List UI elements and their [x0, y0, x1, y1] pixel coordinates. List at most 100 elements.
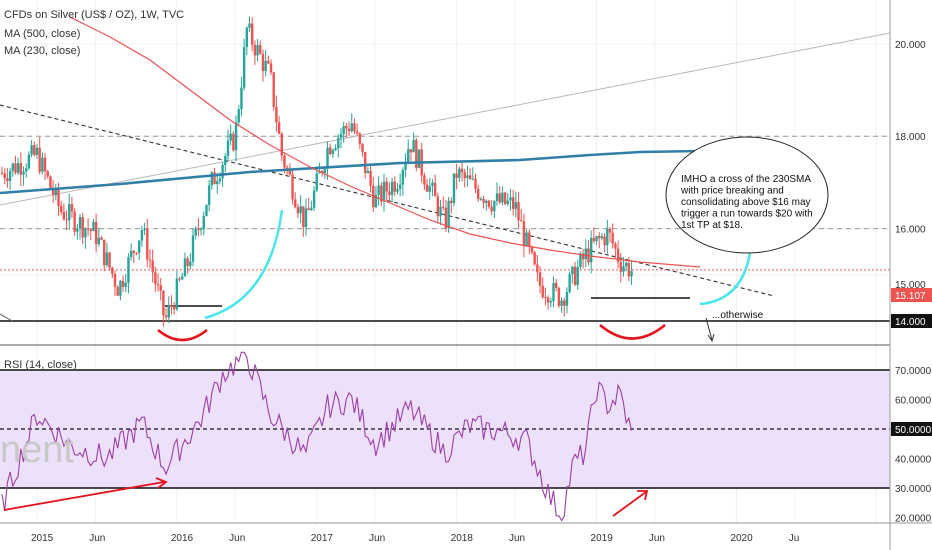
- candle-body: [275, 106, 278, 123]
- candle-body: [350, 123, 353, 132]
- time-tick-label: 2020: [730, 533, 753, 544]
- ma230-legend: MA (230, close): [4, 45, 80, 57]
- candle-body: [116, 286, 119, 296]
- candle-body: [267, 60, 270, 64]
- candle-body: [16, 163, 20, 173]
- rsi-arrow-left: [3, 481, 165, 511]
- candle-body: [0, 173, 4, 175]
- candle-body: [630, 270, 633, 277]
- candle-body: [154, 272, 157, 285]
- candle-body: [326, 147, 329, 169]
- candle-body: [57, 187, 60, 206]
- candle-body: [554, 282, 558, 289]
- candle-body: [256, 45, 259, 56]
- candle-body: [544, 296, 547, 298]
- candle-body: [442, 206, 445, 208]
- candle-body: [84, 228, 87, 238]
- candle-body: [366, 170, 370, 174]
- candle-body: [520, 220, 523, 222]
- candle-body: [423, 175, 426, 185]
- candle-body: [94, 221, 98, 245]
- candle-body: [291, 174, 294, 200]
- candle-body: [38, 147, 41, 172]
- candle-body: [382, 181, 386, 202]
- candle-body: [412, 139, 415, 153]
- candle-body: [280, 133, 283, 156]
- candle-body: [250, 23, 254, 45]
- rsi-tick-label: 40.0000: [895, 455, 932, 466]
- candle-body: [261, 53, 265, 72]
- candle-body: [611, 232, 614, 244]
- candle-body: [70, 204, 74, 212]
- candle-body: [433, 182, 437, 197]
- candle-body: [334, 148, 337, 151]
- current-price-tag: [891, 288, 932, 302]
- candle-body: [135, 252, 138, 254]
- candle-body: [320, 171, 324, 174]
- candle-body: [485, 200, 488, 203]
- candle-body: [22, 171, 25, 175]
- candle-body: [476, 188, 480, 200]
- time-tick-label: Jun: [509, 533, 525, 544]
- candle-body: [533, 252, 536, 265]
- candle-body: [603, 236, 606, 246]
- candle-body: [361, 143, 364, 153]
- rsi-arrowhead-left: [155, 477, 168, 489]
- candle-body: [490, 206, 493, 212]
- time-tick-label: 2019: [591, 533, 614, 544]
- candle-body: [237, 109, 240, 123]
- rsi-value-tag: [891, 422, 932, 436]
- candle-body: [127, 257, 130, 283]
- candle-body: [146, 228, 149, 260]
- candle-body: [25, 168, 28, 172]
- candle-body: [11, 163, 14, 172]
- rsi-ticks: 20.0000 30.0000 40.0000 60.0000 70.0000: [895, 366, 932, 525]
- candle-body: [307, 208, 310, 211]
- candle-body: [342, 125, 345, 135]
- candle-body: [573, 266, 577, 285]
- candle-body: [482, 198, 485, 203]
- candle-body: [129, 250, 133, 258]
- candle-body: [113, 274, 117, 287]
- candle-body: [479, 198, 483, 200]
- candle-body: [345, 125, 348, 129]
- candle-body: [19, 163, 23, 175]
- candle-body: [226, 140, 230, 156]
- candle-body: [528, 232, 531, 247]
- price-tick-label: 15.000: [895, 280, 926, 291]
- candle-body: [124, 282, 127, 288]
- cyan-arc-left: [204, 209, 284, 320]
- candle-body: [248, 23, 251, 28]
- candle-body: [178, 278, 181, 280]
- candle-body: [264, 60, 267, 72]
- candle-body: [498, 193, 501, 203]
- candle-body: [304, 208, 308, 228]
- red-arc-right: [599, 323, 666, 340]
- time-tick-label: Jun: [89, 533, 105, 544]
- candle-body: [86, 228, 90, 230]
- candle-body: [232, 133, 235, 151]
- candle-body: [377, 185, 380, 195]
- candle-body: [471, 178, 474, 180]
- rsi-value-label: 50.0000: [895, 425, 932, 436]
- price-ticks: 14.00015.00016.00018.00020.00022.00024.0…: [891, 40, 932, 328]
- candle-body: [186, 258, 189, 267]
- candle-body: [3, 173, 6, 179]
- candle-body: [81, 217, 84, 238]
- candle-body: [608, 228, 612, 233]
- candle-body: [100, 237, 103, 240]
- candle-body: [425, 184, 429, 192]
- candle-body: [62, 211, 66, 220]
- rsi-tick-label: 30.0000: [895, 484, 932, 495]
- candle-body: [194, 228, 197, 236]
- candle-body: [404, 161, 407, 170]
- candle-body: [619, 261, 622, 272]
- candle-body: [59, 205, 63, 212]
- candle-body: [148, 259, 152, 261]
- candle-body: [111, 267, 114, 275]
- candle-body: [172, 306, 176, 310]
- candle-body: [210, 172, 214, 186]
- candle-body: [522, 221, 526, 246]
- candle-body: [89, 229, 92, 232]
- candle-body: [503, 192, 507, 204]
